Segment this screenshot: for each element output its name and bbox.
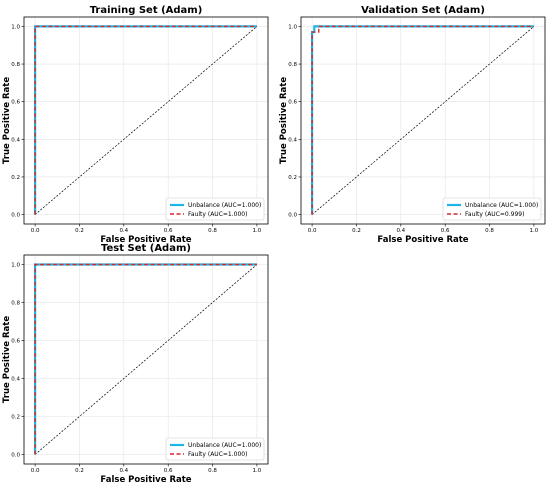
legend-entry-label: Faulty (AUC=1.000) (188, 211, 247, 218)
x-tick-label: 1.0 (253, 228, 262, 234)
y-tick-label: 0.6 (288, 100, 297, 106)
x-tick-label: 0.8 (208, 468, 217, 474)
plot-frame (300, 16, 546, 225)
chart-title: Validation Set (Adam) (361, 5, 485, 16)
x-tick-label: 0.6 (164, 468, 173, 474)
y-tick-label: 0.0 (11, 213, 20, 219)
faulty-roc-line (34, 263, 257, 455)
x-axis-label: False Positive Rate (377, 235, 468, 245)
chance-diagonal-line (34, 264, 258, 455)
y-axis-label: True Positive Rate (2, 316, 12, 403)
chance-diagonal-line (34, 26, 258, 215)
y-tick-label: 0.6 (11, 100, 20, 106)
x-axis-label: False Positive Rate (100, 235, 191, 245)
x-tick-label: 0.2 (75, 228, 84, 234)
x-tick-label: 0.8 (485, 228, 494, 234)
y-tick-label: 1.0 (11, 24, 20, 30)
x-tick-label: 0.4 (119, 228, 128, 234)
y-tick-label: 0.2 (11, 175, 20, 181)
x-tick-label: 0.4 (119, 468, 128, 474)
chart-panel-1: 0.0 0.2 0.4 0.6 0.8 1.0 0.0 0.2 0.4 0.6 0.8 1.0 Trai… (2, 5, 269, 245)
y-tick-label: 0.8 (288, 62, 297, 68)
legend-box (165, 197, 265, 221)
y-tick-label: 0.0 (11, 453, 20, 459)
legend-box (442, 197, 542, 221)
faulty-roc-line (311, 25, 534, 215)
x-tick-label: 1.0 (530, 228, 539, 234)
chart-panel-2: 0.0 0.2 0.4 0.6 0.8 1.0 0.0 0.2 0.4 0.6 0.8 1.0 Vali… (279, 5, 546, 245)
legend-entry-label: Faulty (AUC=1.000) (188, 451, 247, 458)
y-tick-label: 0.4 (288, 137, 297, 143)
x-tick-label: 0.0 (31, 228, 40, 234)
legend-entry-label: Faulty (AUC=0.999) (465, 211, 524, 218)
chance-diagonal-line (311, 26, 535, 215)
y-tick-label: 0.8 (11, 62, 20, 68)
x-tick-label: 0.8 (208, 228, 217, 234)
x-tick-label: 0.2 (352, 228, 361, 234)
y-tick-label: 0.2 (288, 175, 297, 181)
legend-entry-label: Unbalance (AUC=1.000) (188, 442, 261, 449)
x-axis-label: False Positive Rate (100, 475, 191, 485)
x-tick-label: 0.0 (31, 468, 40, 474)
y-tick-label: 0.8 (11, 301, 20, 307)
y-tick-label: 0.0 (288, 213, 297, 219)
y-axis-label: True Positive Rate (279, 77, 289, 164)
plot-frame (23, 254, 269, 465)
y-tick-label: 0.4 (11, 377, 20, 383)
legend-entry-label: Unbalance (AUC=1.000) (465, 202, 538, 209)
chart-title: Training Set (Adam) (90, 5, 203, 16)
x-tick-label: 1.0 (253, 468, 262, 474)
legend-entry-label: Unbalance (AUC=1.000) (188, 202, 261, 209)
y-tick-label: 0.4 (11, 137, 20, 143)
y-tick-label: 0.6 (11, 339, 20, 345)
y-tick-label: 1.0 (11, 263, 20, 269)
x-tick-label: 0.4 (396, 228, 405, 234)
x-tick-label: 0.2 (75, 468, 84, 474)
y-axis-label: True Positive Rate (2, 77, 12, 164)
y-tick-label: 1.0 (288, 24, 297, 30)
legend-box (165, 437, 265, 461)
unbalance-roc-line (33, 25, 257, 215)
x-tick-label: 0.6 (441, 228, 450, 234)
plot-frame (23, 16, 269, 225)
chart-title: Test Set (Adam) (101, 243, 191, 254)
x-tick-label: 0.0 (308, 228, 317, 234)
x-tick-label: 0.6 (164, 228, 173, 234)
chart-panel-3: 0.0 0.2 0.4 0.6 0.8 1.0 0.0 0.2 0.4 0.6 0.8 1.0 Test… (2, 243, 269, 485)
y-tick-label: 0.2 (11, 415, 20, 421)
